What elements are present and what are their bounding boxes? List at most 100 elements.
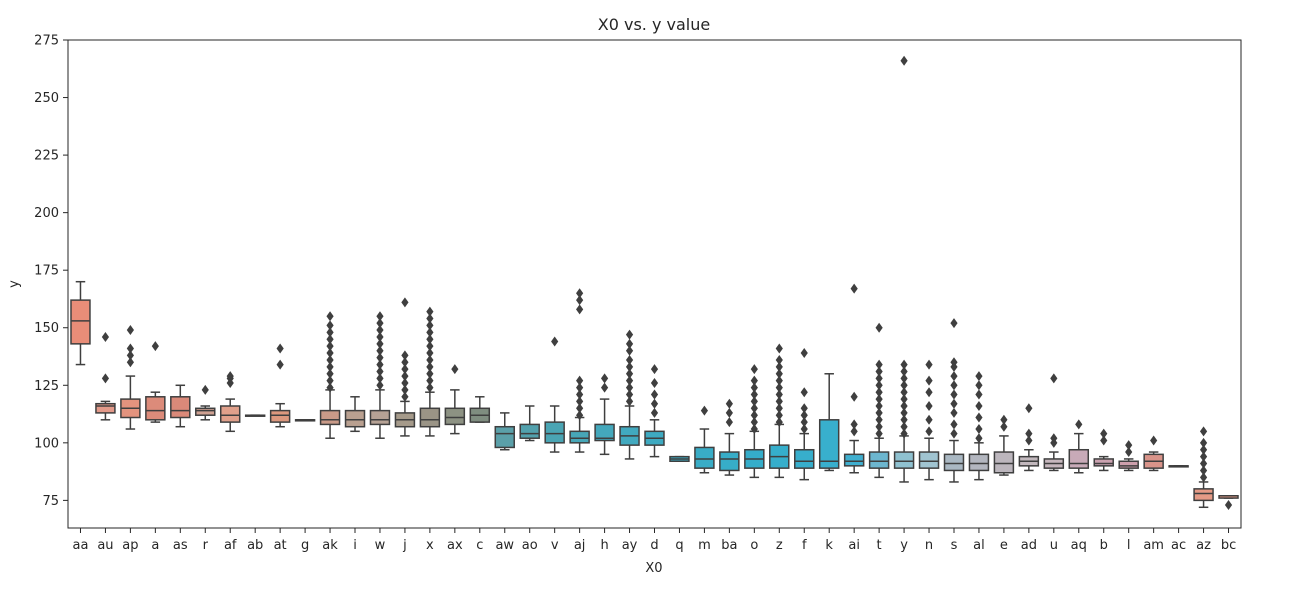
x-tick-label: ap xyxy=(122,538,138,553)
outlier-point xyxy=(401,350,409,361)
outlier-point xyxy=(725,398,733,409)
x-tick-label: v xyxy=(551,538,559,553)
box-j xyxy=(394,297,416,437)
outlier-point xyxy=(1224,499,1233,510)
outlier-point xyxy=(426,375,434,386)
outlier-point xyxy=(975,389,983,400)
box-body xyxy=(943,453,965,472)
outlier-point xyxy=(950,371,958,382)
outlier-point xyxy=(900,359,908,370)
box-ax xyxy=(444,364,466,435)
outlier-point xyxy=(625,396,634,407)
box-ak xyxy=(319,311,341,439)
outlier-point xyxy=(326,311,334,322)
x-tick-label: l xyxy=(1127,538,1131,553)
outlier-point xyxy=(326,334,334,345)
outlier-point xyxy=(426,334,434,345)
outlier-point xyxy=(426,354,434,365)
outlier-point xyxy=(975,412,983,423)
y-tick-label: 175 xyxy=(34,264,59,279)
outlier-point xyxy=(576,375,584,386)
x-tick-label: ac xyxy=(1171,538,1186,553)
x-tick-label: s xyxy=(951,538,958,553)
box-al xyxy=(968,371,990,481)
box-f xyxy=(794,348,815,481)
outlier-point xyxy=(900,55,908,66)
box-body xyxy=(843,453,865,467)
outlier-point xyxy=(1199,437,1208,448)
outlier-point xyxy=(800,417,808,428)
box-ac xyxy=(1168,465,1189,468)
outlier-point xyxy=(576,288,584,299)
outlier-point xyxy=(875,414,883,425)
x-tick-label: n xyxy=(925,538,933,553)
outlier-point xyxy=(226,371,234,382)
outlier-point xyxy=(800,387,808,398)
x-tick-label: at xyxy=(274,538,287,553)
outlier-point xyxy=(975,424,983,435)
outlier-point xyxy=(1025,428,1033,439)
box-body xyxy=(544,421,565,444)
outlier-point xyxy=(576,403,584,414)
box-body xyxy=(818,419,840,469)
box-body xyxy=(70,299,91,345)
outlier-point xyxy=(875,421,883,432)
outlier-point xyxy=(775,389,783,400)
outlier-point xyxy=(1199,472,1208,483)
outlier-point xyxy=(800,348,808,359)
box-body xyxy=(694,446,715,469)
y-axis: 75 100 125 150 175 200 225 250 275 xyxy=(34,34,68,509)
outlier-point xyxy=(650,407,659,418)
outlier-point xyxy=(1199,444,1208,455)
x-tick-label: ak xyxy=(322,538,338,553)
box-body xyxy=(494,425,515,449)
x-tick-label: bc xyxy=(1221,538,1236,553)
x-tick-label: q xyxy=(675,538,683,553)
y-tick-label: 125 xyxy=(34,379,59,394)
outlier-point xyxy=(950,389,958,400)
outlier-point xyxy=(725,407,733,418)
box-ab xyxy=(244,414,266,417)
outlier-point xyxy=(426,348,434,359)
outlier-point xyxy=(1125,440,1133,451)
box-body xyxy=(319,409,341,426)
outlier-point xyxy=(625,368,634,379)
y-tick-label: 275 xyxy=(34,34,59,49)
box-s xyxy=(943,318,965,483)
outlier-point xyxy=(900,428,908,439)
outlier-point xyxy=(650,377,659,388)
outlier-point xyxy=(401,371,409,382)
outlier-point xyxy=(975,380,983,391)
outlier-point xyxy=(875,387,883,398)
outlier-point xyxy=(925,426,933,437)
x-tick-label: m xyxy=(698,538,711,553)
outlier-point xyxy=(426,327,434,338)
outlier-point xyxy=(925,387,933,398)
outlier-point xyxy=(426,361,434,372)
box-y xyxy=(893,55,915,483)
x-tick-label: u xyxy=(1050,538,1058,553)
outlier-point xyxy=(326,348,334,359)
outlier-point xyxy=(750,375,758,386)
outlier-point xyxy=(326,375,334,386)
outlier-point xyxy=(750,424,758,435)
outlier-point xyxy=(1050,373,1058,384)
y-tick-label: 250 xyxy=(34,91,59,106)
outlier-point xyxy=(900,380,908,391)
box-series xyxy=(70,55,1239,510)
outlier-point xyxy=(1025,435,1033,446)
y-axis-label: y xyxy=(7,280,22,288)
outlier-point xyxy=(376,338,384,349)
box-z xyxy=(769,343,790,479)
outlier-point xyxy=(1199,426,1208,437)
box-body xyxy=(170,396,191,419)
outlier-point xyxy=(800,410,808,421)
box-ap xyxy=(120,325,141,430)
outlier-point xyxy=(426,368,434,379)
box-l xyxy=(1118,440,1139,472)
outlier-point xyxy=(775,410,783,421)
outlier-point xyxy=(900,407,908,418)
box-body xyxy=(219,405,241,423)
outlier-point xyxy=(576,304,584,315)
